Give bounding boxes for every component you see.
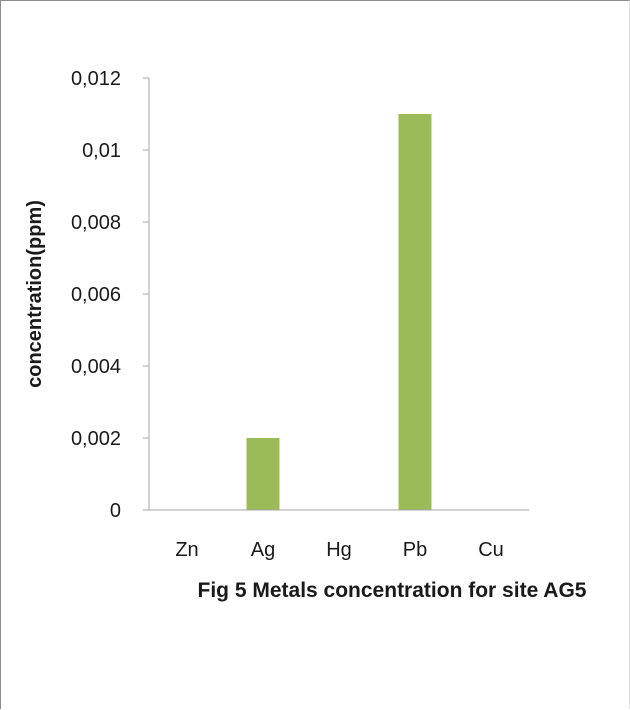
y-tick-label: 0,004 (71, 356, 121, 378)
x-axis-labels: Zn Ag Hg Pb Cu (175, 539, 503, 561)
bars (246, 114, 432, 510)
y-axis-ticks: 0 0,002 0,004 0,006 0,008 0,01 0,012 (71, 68, 149, 522)
y-axis-title: concentration(ppm) (24, 200, 46, 388)
y-tick-label: 0,008 (71, 212, 121, 234)
chart-caption: Fig 5 Metals concentration for site AG5 (198, 579, 587, 602)
y-tick-label: 0,006 (71, 284, 121, 306)
x-tick-label: Zn (175, 539, 198, 561)
bar-ag (246, 438, 280, 510)
x-tick-label: Pb (403, 539, 427, 561)
y-tick-label: 0,01 (82, 140, 121, 162)
y-tick-label: 0,002 (71, 428, 121, 450)
y-tick-label: 0,012 (71, 68, 121, 90)
x-tick-label: Cu (478, 539, 504, 561)
x-tick-label: Hg (326, 539, 352, 561)
y-tick-label: 0 (110, 500, 121, 522)
x-tick-label: Ag (251, 539, 275, 561)
bar-pb (398, 114, 432, 510)
